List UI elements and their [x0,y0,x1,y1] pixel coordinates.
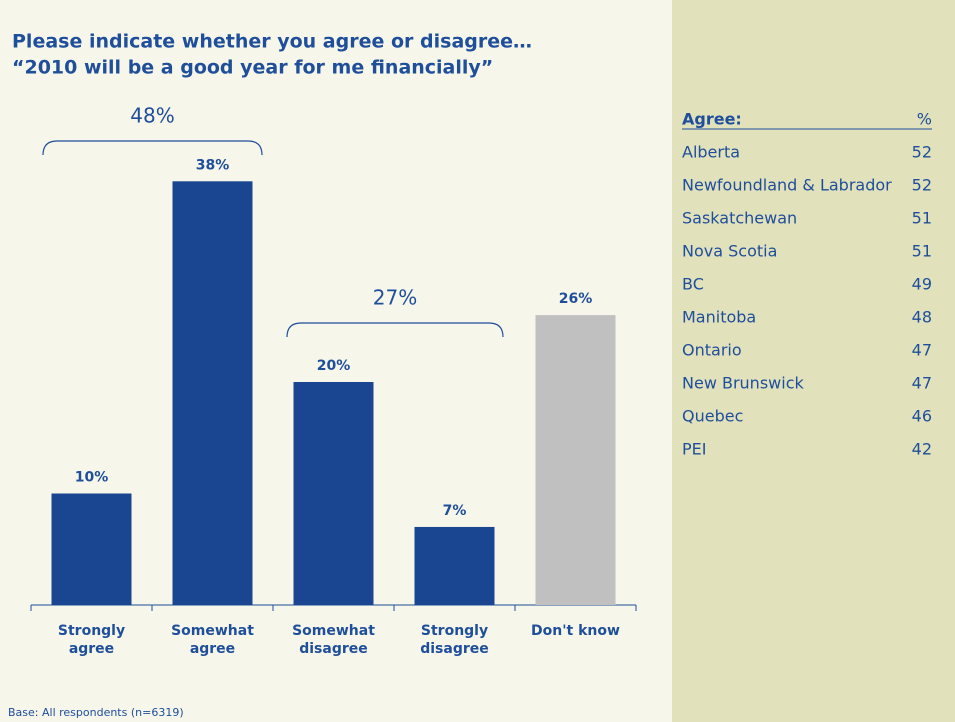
table-cell: 46 [912,407,932,426]
bracket [286,322,504,338]
table-cell: 49 [912,275,932,294]
table-header: % [917,110,932,129]
bar [535,315,616,605]
value-label: 7% [443,503,467,519]
table-cell: 51 [912,209,932,228]
chart-subtitle: “2010 will be a good year for me financi… [12,57,493,79]
table-cell: 48 [912,308,932,327]
footnote: Base: All respondents (n=6319) [8,706,184,719]
x-tick-label: Somewhat agree [171,623,254,657]
table-cell: Manitoba [682,308,756,327]
table-cell: BC [682,275,704,294]
table-cell: Alberta [682,143,740,162]
bar [293,382,374,605]
bracket-label: 27% [373,286,417,310]
side-panel [672,0,955,722]
table-cell: 47 [912,374,932,393]
table-cell: PEI [682,440,706,459]
x-tick-label: Strongly disagree [420,623,489,657]
table-cell: Nova Scotia [682,242,777,261]
table-cell: Quebec [682,407,743,426]
table-cell: 42 [912,440,932,459]
bracket [42,140,263,156]
bar [51,493,132,605]
x-tick-label: Strongly agree [57,623,126,657]
value-label: 20% [317,358,351,374]
bar [414,526,495,605]
table-cell: New Brunswick [682,374,804,393]
value-label: 26% [559,291,593,307]
x-tick-label: Somewhat disagree [292,623,375,657]
table-cell: Saskatchewan [682,209,797,228]
bracket-label: 48% [130,104,174,128]
x-tick-label: Don't know [531,623,620,639]
bar [172,181,253,606]
table-header: Agree: [682,110,742,129]
chart-title: Please indicate whether you agree or dis… [12,31,532,53]
table-cell: 51 [912,242,932,261]
table-cell: 52 [912,176,932,195]
table-cell: 52 [912,143,932,162]
table-cell: Ontario [682,341,742,360]
table-cell: 47 [912,341,932,360]
table-cell: Newfoundland & Labrador [682,176,892,195]
value-label: 38% [196,157,230,173]
value-label: 10% [75,470,109,486]
